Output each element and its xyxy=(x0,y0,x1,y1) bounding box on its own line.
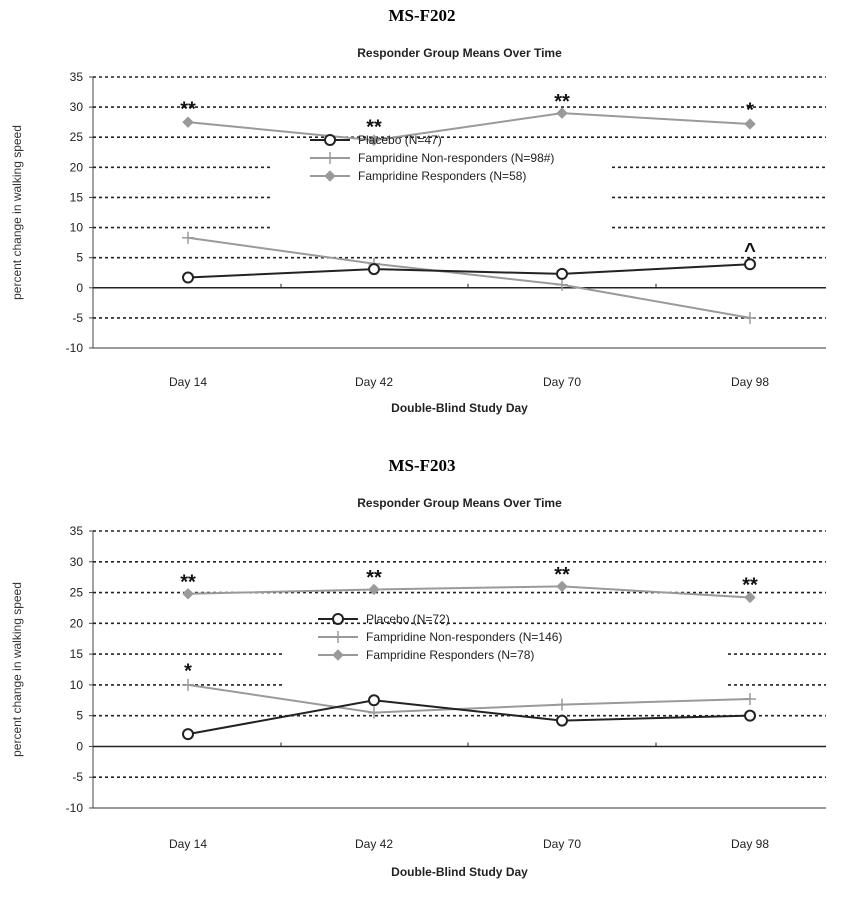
y-tick-label: 30 xyxy=(70,100,84,114)
data-point-circle xyxy=(182,728,194,741)
data-point-plus xyxy=(744,693,756,706)
y-tick-label: -10 xyxy=(66,801,84,815)
legend-label: Fampridine Responders (N=78) xyxy=(366,648,534,662)
legend-label: Fampridine Responders (N=58) xyxy=(358,169,526,183)
data-point-diamond xyxy=(744,118,756,130)
data-point-circle xyxy=(368,694,380,707)
data-point-diamond xyxy=(182,116,194,128)
data-point-circle xyxy=(182,271,194,284)
y-tick-label: 30 xyxy=(70,555,84,569)
data-point-plus xyxy=(182,231,194,244)
y-tick-label: 10 xyxy=(70,678,84,692)
y-tick-label: 35 xyxy=(70,70,84,84)
x-tick-label: Day 42 xyxy=(355,375,393,389)
y-axis-label: percent change in walking speed xyxy=(10,582,24,757)
significance-annotation: ** xyxy=(366,567,382,589)
y-tick-label: 20 xyxy=(70,616,84,630)
data-point-diamond xyxy=(332,649,344,661)
data-point-diamond xyxy=(556,107,568,119)
panel-1-heading: MS-F202 xyxy=(388,6,456,25)
x-axis-label: Double-Blind Study Day xyxy=(391,865,528,879)
x-tick-label: Day 98 xyxy=(731,837,769,851)
y-tick-label: -5 xyxy=(72,770,83,784)
chart-ms-f203: Responder Group Means Over Time 35 30 25 20 1… xyxy=(10,490,830,892)
significance-annotation: ** xyxy=(742,575,758,597)
data-point-diamond xyxy=(368,583,380,596)
x-tick-label: Day 14 xyxy=(169,375,207,389)
data-point-diamond xyxy=(368,134,380,146)
data-point-circle xyxy=(324,134,336,146)
data-point-diamond xyxy=(324,170,336,182)
data-point-circle xyxy=(744,709,756,722)
legend-label: Fampridine Non-responders (N=98#) xyxy=(358,151,554,165)
series-line-diamond xyxy=(187,585,751,599)
y-tick-label: 35 xyxy=(70,524,84,538)
series-line-plus xyxy=(187,236,751,319)
y-axis-label: percent change in walking speed xyxy=(10,125,24,300)
y-tick-label: 15 xyxy=(70,647,84,661)
x-tick-label: Day 14 xyxy=(169,837,207,851)
data-point-circle xyxy=(368,263,380,276)
data-point-plus xyxy=(556,278,568,291)
significance-annotation: * xyxy=(184,661,192,683)
x-tick-label: Day 42 xyxy=(355,837,393,851)
data-point-circle xyxy=(744,258,756,271)
x-tick-label: Day 70 xyxy=(543,375,581,389)
significance-annotation: ** xyxy=(180,98,196,120)
data-point-plus xyxy=(556,698,568,711)
series-line-plus xyxy=(187,683,751,714)
significance-annotation: ** xyxy=(554,564,570,586)
significance-annotation: * xyxy=(746,100,754,122)
legend-label: Placebo (N=72) xyxy=(366,612,450,626)
chart-title: Responder Group Means Over Time xyxy=(357,46,562,60)
y-tick-label: -5 xyxy=(72,311,83,325)
chart-ms-f202: Responder Group Means Over Time 35 30 25 20 1… xyxy=(10,40,830,428)
data-point-plus xyxy=(368,706,380,719)
series-line-circle xyxy=(187,699,751,736)
chart-background xyxy=(18,490,830,892)
significance-annotation: ** xyxy=(554,91,570,113)
significance-annotation: ** xyxy=(180,571,196,593)
data-point-circle xyxy=(556,714,568,727)
panel-2-heading: MS-F203 xyxy=(388,456,456,475)
y-tick-label: 20 xyxy=(70,160,84,174)
x-tick-label: Day 70 xyxy=(543,837,581,851)
y-tick-label: 0 xyxy=(76,281,83,295)
y-tick-label: 5 xyxy=(76,251,83,265)
data-point-circle xyxy=(332,613,344,625)
data-point-plus xyxy=(744,311,756,324)
data-point-diamond xyxy=(182,588,194,600)
y-tick-label: 15 xyxy=(70,190,84,204)
chart-title: Responder Group Means Over Time xyxy=(357,496,562,510)
chart-background xyxy=(18,40,830,428)
data-point-plus xyxy=(324,152,336,164)
data-point-plus xyxy=(182,678,194,691)
y-tick-label: -10 xyxy=(66,341,84,355)
y-tick-label: 10 xyxy=(70,221,84,235)
data-point-diamond xyxy=(744,591,756,604)
significance-annotation: ^ xyxy=(744,240,756,262)
y-tick-label: 0 xyxy=(76,739,83,753)
data-point-plus xyxy=(332,631,344,643)
series-line-diamond xyxy=(187,112,751,142)
legend-label: Fampridine Non-responders (N=146) xyxy=(366,630,562,644)
y-tick-label: 5 xyxy=(76,709,83,723)
y-tick-label: 25 xyxy=(70,586,84,600)
data-point-circle xyxy=(556,267,568,280)
series-line-circle xyxy=(187,263,751,279)
x-tick-label: Day 98 xyxy=(731,375,769,389)
legend-label: Placebo (N=47) xyxy=(358,133,442,147)
significance-annotation: ** xyxy=(366,116,382,138)
data-point-diamond xyxy=(556,580,568,593)
y-tick-label: 25 xyxy=(70,130,84,144)
x-axis-label: Double-Blind Study Day xyxy=(391,401,528,415)
